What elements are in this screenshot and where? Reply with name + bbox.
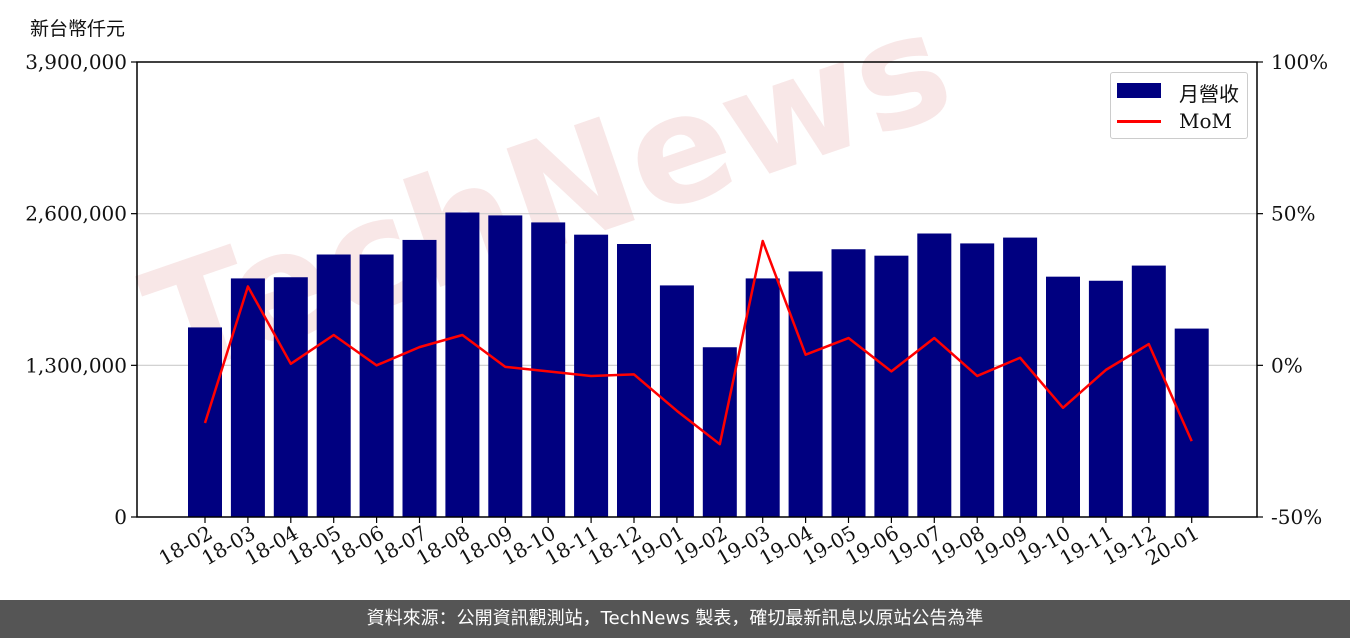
right-tick-label: 50% [1271,202,1315,226]
bar-19-07 [917,233,952,517]
bar-20-01 [1174,328,1209,517]
legend-item-mom: MoM [1117,107,1242,135]
left-tick-label: 3,900,000 [25,50,127,74]
bar-19-05 [831,249,866,517]
right-tick-label: 0% [1271,353,1303,377]
bar-19-08 [960,243,995,517]
bar-18-04 [273,277,308,517]
right-tick-label: -50% [1271,505,1322,529]
source-footer: 資料來源：公開資訊觀測站，TechNews 製表，確切最新訊息以原站公告為準 [0,600,1350,638]
left-tick-label: 2,600,000 [25,202,127,226]
bar-18-12 [617,244,651,517]
legend-label-revenue: 月營收 [1179,82,1239,106]
legend-item-revenue: 月營收 [1117,76,1242,106]
bar-18-06 [359,254,394,517]
right-tick-label: 100% [1271,50,1328,74]
bar-19-04 [788,271,823,517]
bar-19-03 [745,278,780,517]
bar-18-05 [316,254,351,517]
y-axis-unit-label: 新台幣仟元 [30,18,126,40]
mom-line [203,239,1193,446]
left-tick-label: 0 [114,505,127,529]
legend-label-mom: MoM [1179,109,1232,133]
chart-canvas: TechNews01,300,0002,600,0003,900,000-50%… [25,0,1328,570]
bar-19-12 [1131,265,1166,517]
legend-swatch-mom [1117,120,1161,123]
bar-18-07 [402,239,437,517]
bar-19-06 [874,255,909,517]
plot-frame [136,61,1258,518]
bar-19-02 [702,347,737,517]
bar-18-08 [445,212,480,517]
legend: 月營收 MoM [1110,72,1248,139]
legend-swatch-revenue [1117,83,1161,98]
bar-19-09 [1003,237,1038,518]
bar-19-11 [1088,280,1123,517]
left-tick-label: 1,300,000 [25,353,127,377]
bar-18-03 [230,278,265,517]
